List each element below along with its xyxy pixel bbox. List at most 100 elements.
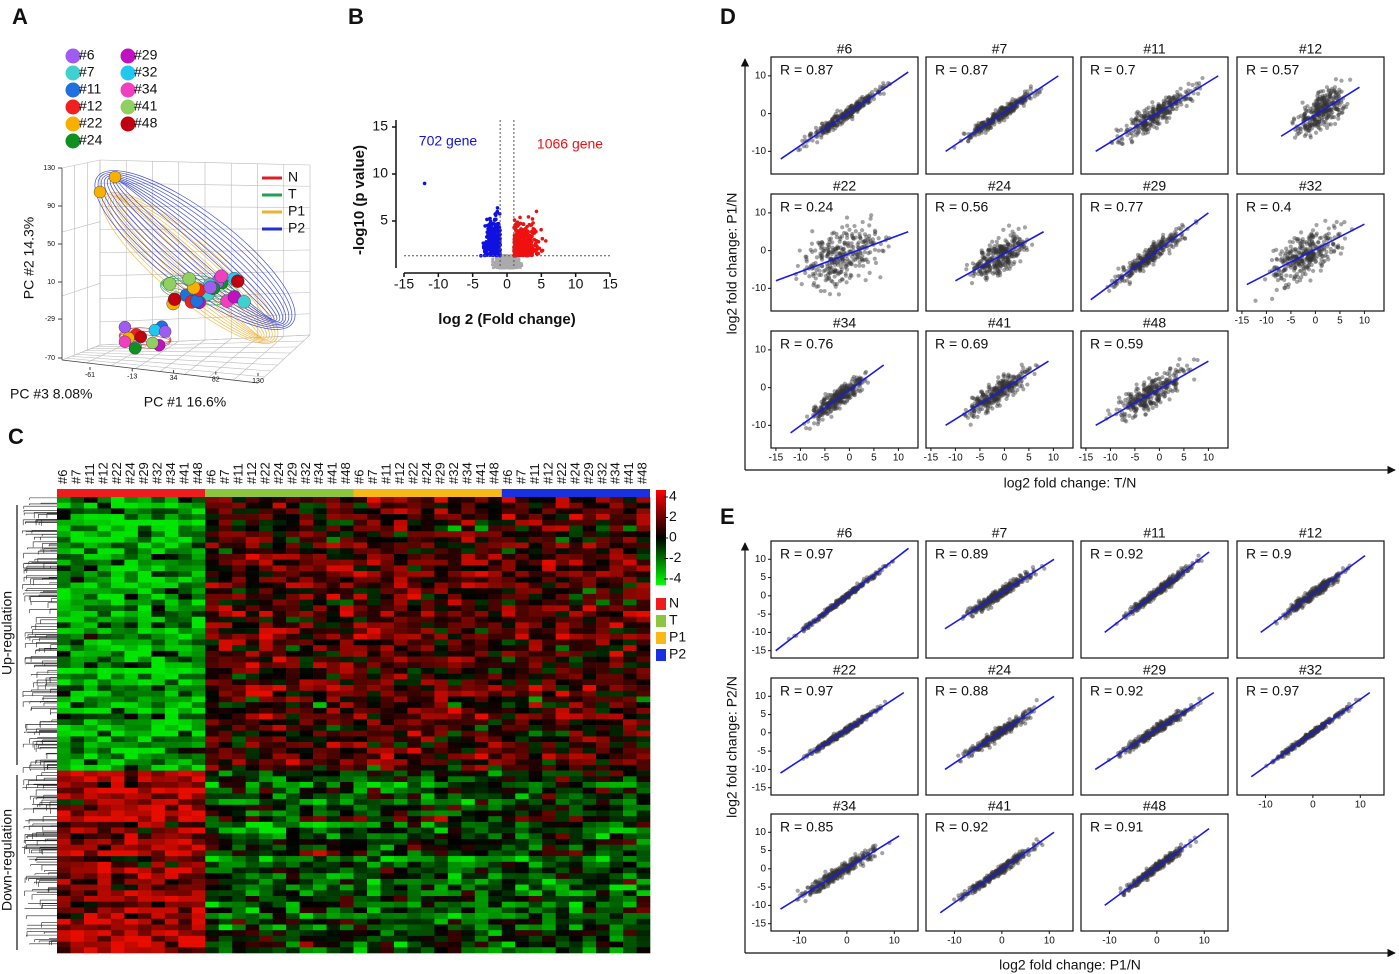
cell-texture bbox=[97, 622, 112, 629]
cell-texture bbox=[326, 605, 341, 612]
cell-texture bbox=[393, 753, 408, 760]
cell-texture bbox=[434, 907, 449, 914]
cell-texture bbox=[232, 628, 246, 635]
cell-texture bbox=[299, 582, 314, 589]
cell-texture bbox=[623, 668, 637, 674]
cell-texture bbox=[407, 736, 422, 743]
cell-texture bbox=[272, 850, 287, 857]
cell-texture bbox=[340, 913, 354, 920]
cell-texture bbox=[420, 924, 435, 931]
cell-texture bbox=[124, 816, 139, 823]
cell-texture bbox=[434, 559, 449, 566]
cell-texture bbox=[151, 907, 166, 914]
cell-texture bbox=[326, 685, 341, 692]
cell-texture bbox=[353, 804, 368, 811]
cell-texture bbox=[420, 907, 435, 914]
cell-texture bbox=[340, 856, 354, 863]
cell-texture bbox=[83, 531, 98, 538]
cell-texture bbox=[393, 804, 408, 811]
cell-texture bbox=[97, 821, 112, 828]
cell-texture bbox=[582, 633, 597, 640]
cell-texture bbox=[380, 816, 395, 823]
cell-texture bbox=[488, 810, 503, 817]
cell-texture bbox=[488, 662, 503, 669]
cell-texture bbox=[434, 719, 449, 726]
cell-texture bbox=[623, 884, 637, 891]
cell-texture bbox=[178, 565, 193, 572]
cell-texture bbox=[151, 827, 166, 834]
cell-texture bbox=[70, 656, 85, 663]
cell-texture bbox=[178, 884, 193, 891]
cell-texture bbox=[569, 844, 583, 851]
cell-texture bbox=[299, 628, 314, 635]
cell-texture bbox=[191, 713, 206, 720]
cell-texture bbox=[110, 810, 125, 817]
cell-texture bbox=[353, 548, 368, 555]
cell-texture bbox=[407, 725, 422, 731]
cell-texture bbox=[555, 884, 570, 891]
cell-texture bbox=[124, 645, 139, 652]
cell-texture bbox=[393, 833, 408, 840]
cell-texture bbox=[272, 531, 287, 538]
cell-texture bbox=[420, 611, 435, 617]
cell-texture bbox=[205, 821, 220, 828]
cell-texture bbox=[218, 554, 233, 560]
cell-texture bbox=[272, 901, 287, 908]
cell-texture bbox=[407, 861, 422, 868]
cell-texture bbox=[434, 890, 449, 897]
cell-texture bbox=[555, 702, 570, 709]
cell-texture bbox=[272, 878, 287, 885]
cell-texture bbox=[623, 679, 637, 686]
cell-texture bbox=[623, 713, 637, 720]
cell-texture bbox=[582, 702, 597, 709]
cell-texture bbox=[137, 890, 152, 897]
cell-texture bbox=[313, 611, 327, 617]
cell-texture bbox=[434, 833, 449, 840]
cell-texture bbox=[366, 725, 381, 731]
cell-texture bbox=[569, 901, 583, 908]
cell-texture bbox=[313, 531, 327, 538]
cell-texture bbox=[124, 793, 139, 800]
cell-texture bbox=[474, 816, 489, 823]
cell-texture bbox=[420, 827, 435, 834]
cell-texture bbox=[582, 497, 597, 503]
cell-texture bbox=[636, 497, 651, 503]
cell-texture bbox=[70, 645, 85, 652]
cell-texture bbox=[70, 611, 85, 617]
cell-texture bbox=[286, 850, 300, 857]
cell-texture bbox=[191, 896, 206, 902]
cell-texture bbox=[313, 839, 327, 845]
cell-texture bbox=[313, 793, 327, 800]
cell-texture bbox=[609, 878, 624, 885]
cell-texture bbox=[569, 827, 583, 834]
cell-texture bbox=[272, 844, 287, 851]
cell-texture bbox=[259, 924, 273, 931]
cell-texture bbox=[542, 662, 556, 669]
cell-texture bbox=[151, 725, 166, 731]
cell-texture bbox=[299, 514, 314, 521]
cell-texture bbox=[366, 662, 381, 669]
cell-texture bbox=[407, 770, 422, 777]
cell-texture bbox=[178, 827, 193, 834]
cell-texture bbox=[501, 821, 516, 828]
cell-texture bbox=[447, 645, 462, 652]
cell-texture bbox=[218, 713, 233, 720]
cell-texture bbox=[434, 782, 449, 788]
cell-texture bbox=[569, 679, 583, 686]
cell-texture bbox=[286, 799, 300, 806]
cell-texture bbox=[70, 593, 85, 600]
cell-texture bbox=[528, 907, 543, 914]
cell-texture bbox=[474, 827, 489, 834]
cell-texture bbox=[407, 616, 422, 623]
cell-texture bbox=[528, 782, 543, 788]
cell-texture bbox=[380, 508, 395, 515]
cell-texture bbox=[380, 519, 395, 526]
cell-texture bbox=[272, 508, 287, 515]
cell-texture bbox=[110, 913, 125, 920]
cell-texture bbox=[623, 497, 637, 503]
cell-texture bbox=[434, 878, 449, 885]
cell-texture bbox=[380, 559, 395, 566]
cell-texture bbox=[569, 821, 583, 828]
cell-texture bbox=[259, 884, 273, 891]
cell-texture bbox=[164, 799, 179, 806]
